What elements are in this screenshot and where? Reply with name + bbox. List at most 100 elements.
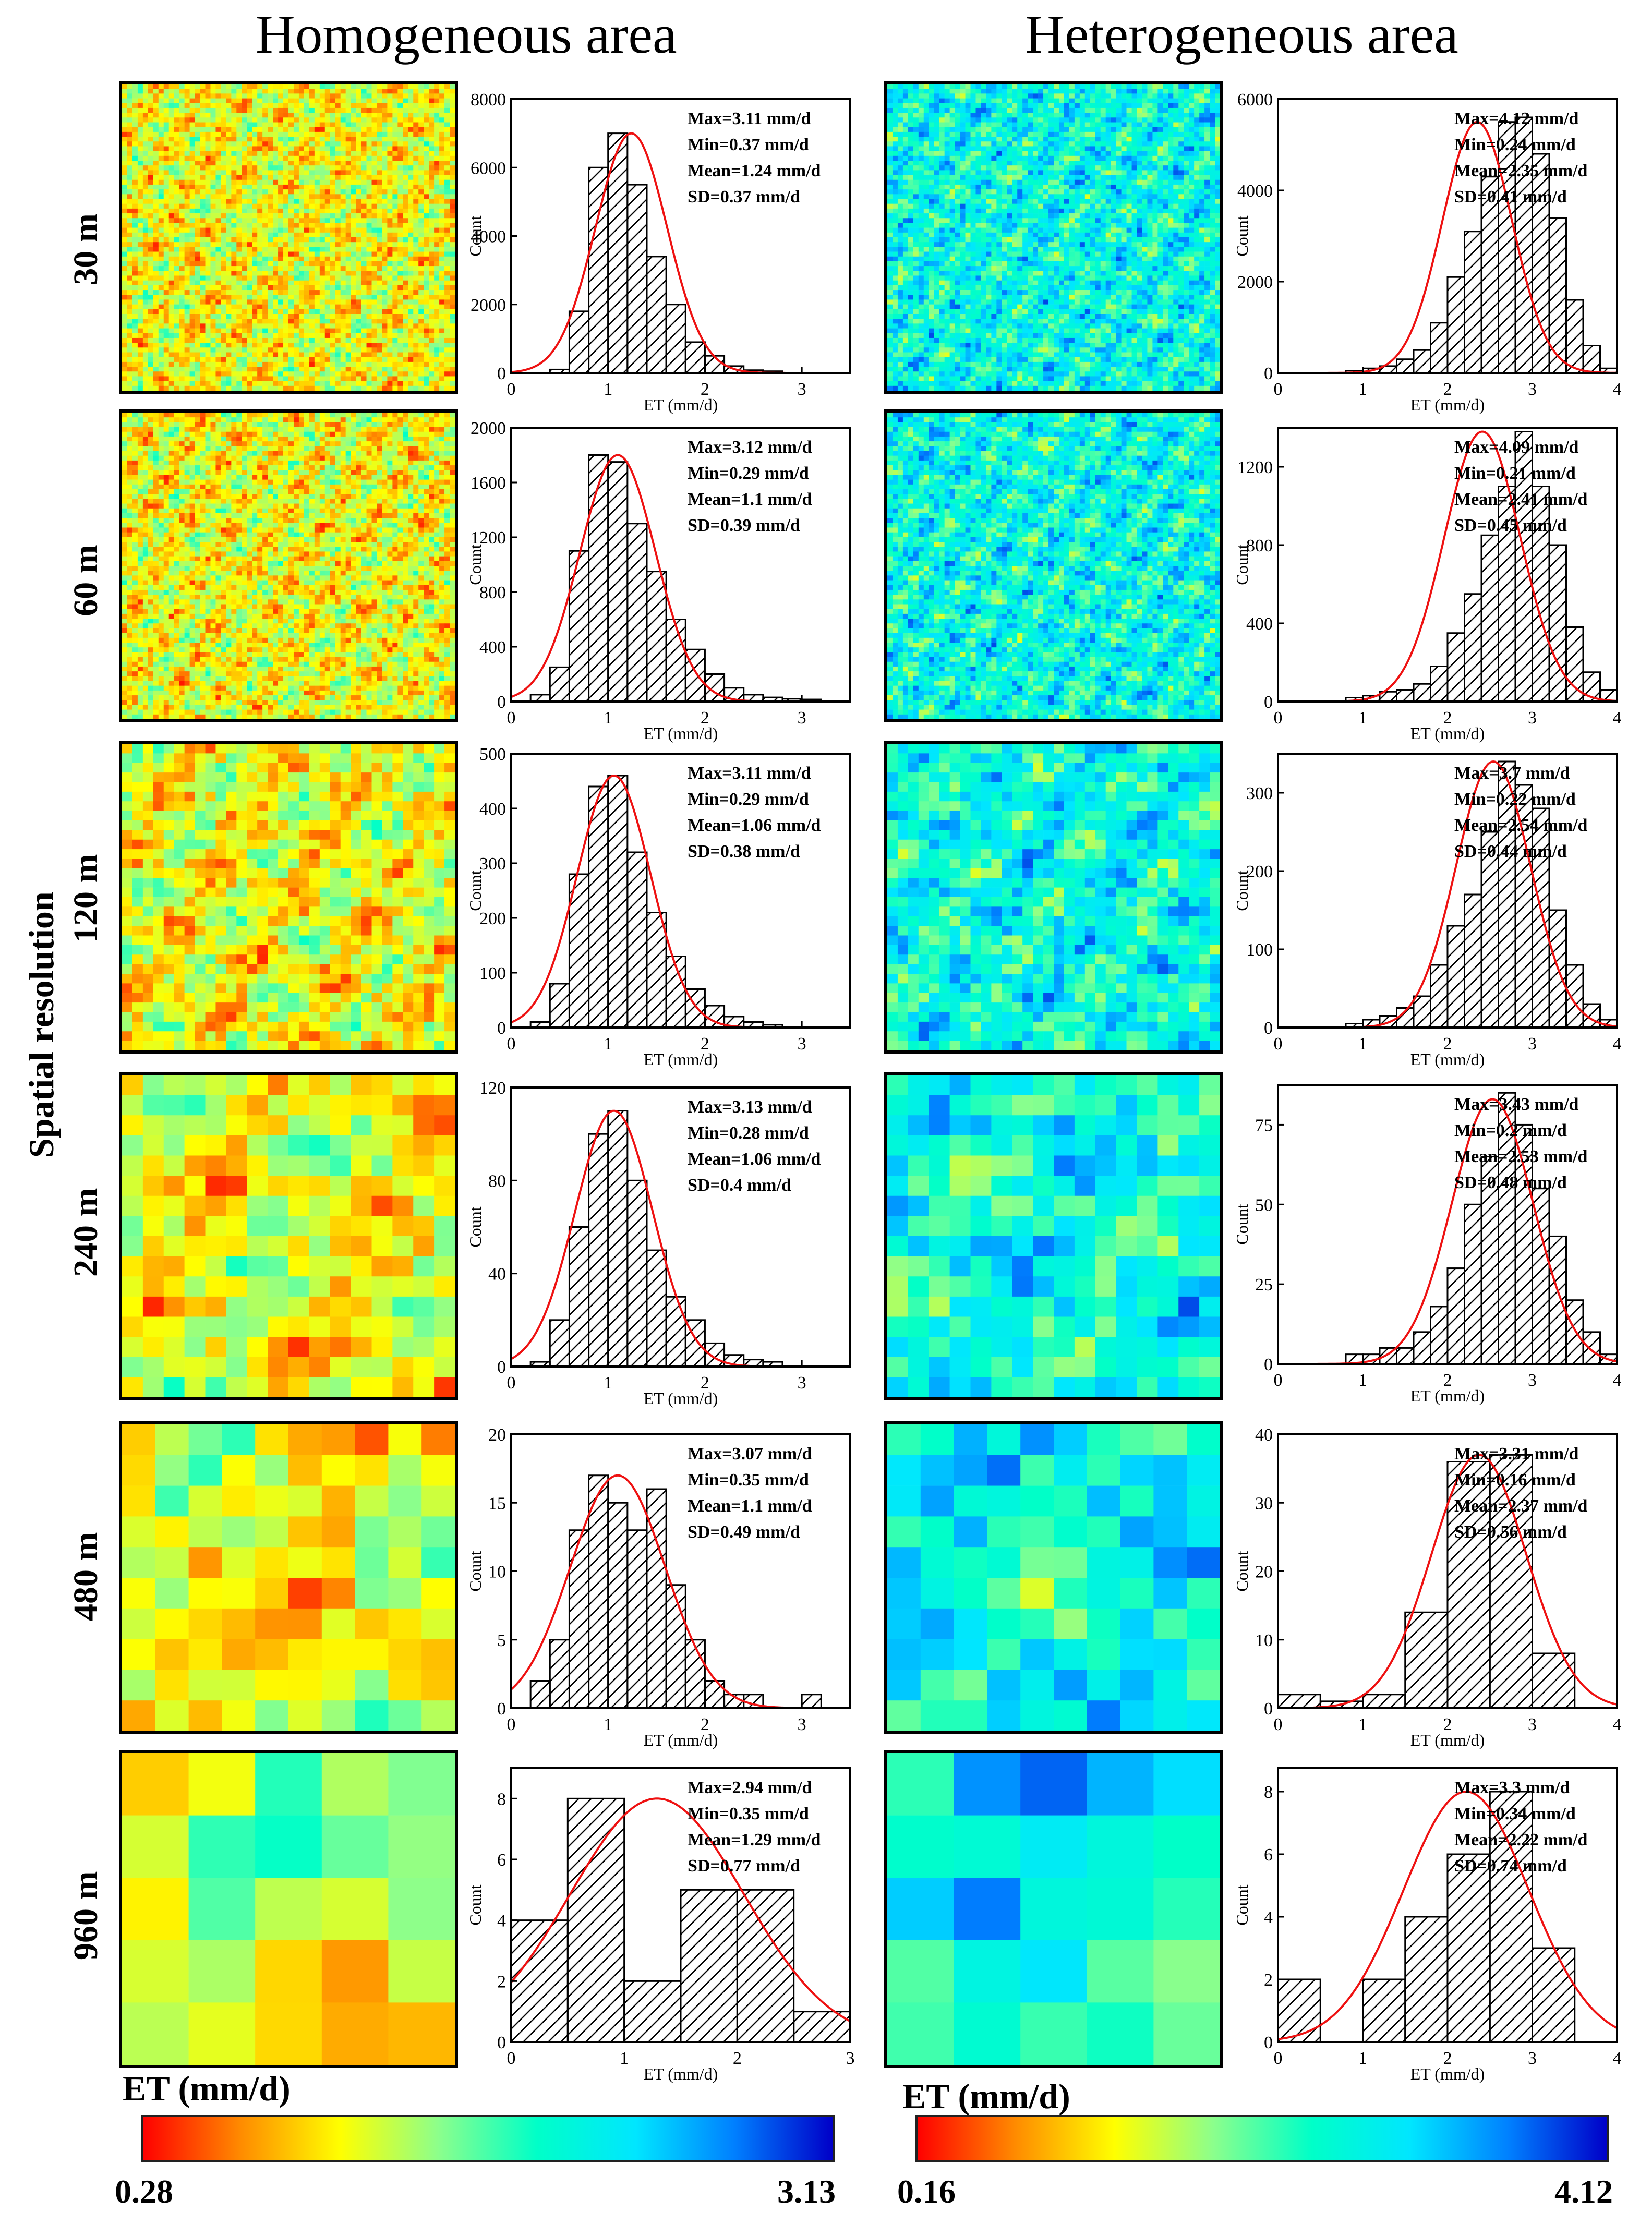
map-cell [429,441,435,446]
map-cell [366,89,372,94]
map-cell [304,465,310,470]
map-cell [366,227,372,233]
map-cell [273,385,279,391]
map-cell [335,417,341,422]
map-cell [330,232,336,238]
map-cell [371,218,377,223]
map-cell [345,84,351,89]
map-cell [429,84,435,89]
map-cell [179,161,185,166]
map-cell [221,223,226,228]
map-cell [335,194,341,199]
map-cell [148,261,154,267]
map-cell [221,179,226,185]
map-cell [148,417,154,422]
map-cell [304,319,310,324]
map-cell [392,103,398,108]
map-cell [429,227,435,233]
map-cell [268,328,273,334]
map-cell [273,161,279,166]
map-cell [142,343,149,348]
map-cell [304,371,310,377]
map-cell [122,290,128,295]
map-cell [205,146,211,151]
map-cell [252,189,258,195]
map-cell [377,451,382,456]
map-cell [283,146,289,151]
map-cell [205,117,211,123]
map-cell [392,218,398,223]
map-cell [268,271,273,276]
map-cell [434,199,440,204]
map-cell [413,266,419,271]
map-cell [397,352,403,357]
map-cell [382,98,388,104]
map-cell [351,357,356,362]
map-cell [127,131,133,137]
map-cell [189,280,195,286]
map-cell [439,299,445,305]
map-cell [273,295,279,300]
map-cell [278,122,284,127]
map-cell [247,237,252,243]
map-cell [179,242,185,247]
map-cell [273,309,279,315]
map-cell [351,451,356,456]
map-cell [361,107,367,113]
map-cell [189,422,195,427]
map-cell [184,376,190,381]
map-cell [351,285,356,291]
map-cell [340,141,346,147]
map-cell [268,460,273,466]
map-cell [304,413,310,418]
map-cell [319,218,325,223]
map-cell [450,385,455,391]
map-cell [189,470,195,475]
map-cell [298,208,305,214]
map-cell [293,427,299,432]
map-cell [236,213,242,219]
map-cell [351,175,356,180]
map-cell [397,84,403,89]
map-cell [148,431,154,437]
map-cell [283,323,289,329]
map-cell [434,343,440,348]
map-cell [236,470,242,475]
map-cell [397,242,403,247]
map-cell [132,385,138,391]
map-cell [377,165,382,171]
map-cell [174,184,179,190]
map-cell [236,203,242,209]
map-cell [262,413,268,418]
map-cell [142,218,149,223]
map-cell [122,441,128,446]
map-cell [226,256,232,262]
map-cell [392,309,398,315]
map-cell [268,107,273,113]
map-cell [200,137,206,142]
map-cell [340,137,346,142]
map-cell [122,371,128,377]
map-cell [221,357,226,362]
map-cell [189,184,195,190]
map-cell [377,465,382,470]
map-cell [330,271,336,276]
map-cell [184,223,190,228]
map-cell [226,290,232,295]
map-cell [444,376,450,381]
map-cell [361,431,367,437]
map-cell [371,165,377,171]
map-cell [215,290,221,295]
map-cell [252,475,258,480]
map-cell [242,117,247,123]
map-cell [304,431,310,437]
map-cell [345,175,351,180]
map-cell [392,84,398,89]
map-cell [439,314,445,319]
map-cell [236,127,242,132]
map-cell [444,451,450,456]
map-cell [418,371,424,377]
map-cell [148,309,154,315]
map-cell [184,194,190,199]
map-cell [236,184,242,190]
